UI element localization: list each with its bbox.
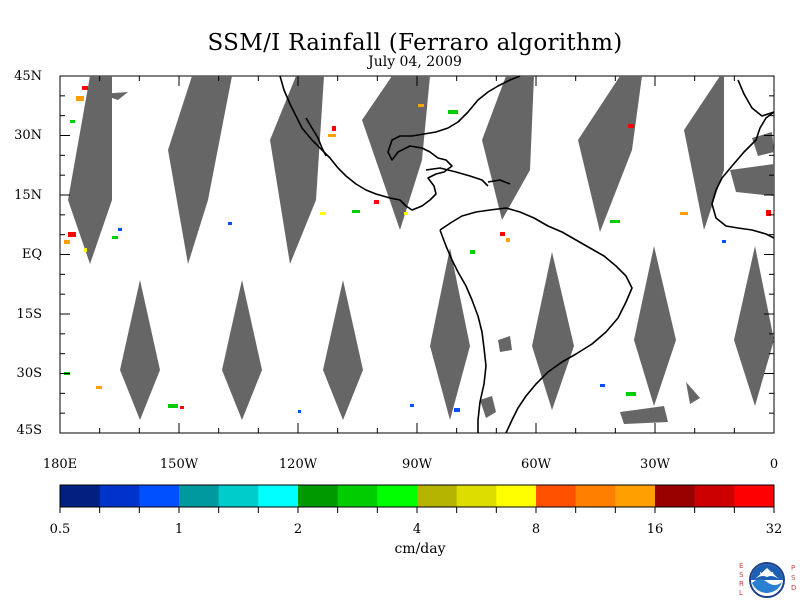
no-data-gap: [498, 336, 512, 352]
no-data-gap: [634, 246, 676, 406]
logo-letter: S: [791, 574, 796, 582]
lat-label-45s: 45S: [16, 423, 42, 438]
colorbar-swatch: [536, 485, 577, 507]
no-data-gap: [734, 246, 774, 406]
no-data-gap: [430, 248, 470, 420]
colorbar-swatch: [258, 485, 299, 507]
coastline-iberia: [737, 79, 775, 117]
logo-letter: L: [739, 589, 743, 597]
no-data-gap: [100, 92, 128, 100]
colorbar: [59, 484, 775, 513]
colorbar-swatch: [694, 485, 735, 507]
no-data-gap: [270, 76, 324, 264]
no-data-swath-gaps: [68, 76, 774, 424]
colorbar-tick-label: 16: [646, 522, 664, 537]
lon-label-30w: 30W: [640, 457, 670, 472]
no-data-gap: [120, 280, 160, 420]
no-data-gap: [222, 280, 262, 420]
colorbar-tick-label: 32: [765, 522, 783, 537]
no-data-gap: [168, 76, 232, 264]
colorbar-tick-label: 8: [531, 522, 541, 537]
rainfall-patches: [64, 86, 771, 413]
colorbar-swatch: [456, 485, 497, 507]
no-data-gap: [362, 76, 430, 230]
colorbar-tick-label: 4: [412, 522, 422, 537]
map-ticks: [59, 75, 775, 434]
lat-label-30n: 30N: [14, 128, 42, 143]
coastline-north-america: [279, 75, 521, 211]
lon-label-0: 0: [769, 457, 779, 472]
coastlines: [279, 75, 775, 434]
colorbar-swatch: [655, 485, 696, 507]
logo-letter: D: [791, 584, 796, 592]
colorbar-swatch: [99, 485, 140, 507]
no-data-gap: [532, 252, 574, 410]
lat-label-15s: 15S: [16, 307, 42, 322]
no-data-gap: [620, 406, 668, 424]
no-data-gap: [323, 280, 363, 420]
no-data-gap: [68, 76, 112, 264]
colorbar-swatch: [298, 485, 339, 507]
coastline-cuba: [425, 167, 489, 187]
lon-label-60w: 60W: [521, 457, 551, 472]
colorbar-swatch: [575, 485, 616, 507]
lon-label-120w: 120W: [278, 457, 318, 472]
colorbar-swatch: [60, 485, 101, 507]
lat-label-45n: 45N: [14, 69, 42, 84]
coastline-africa: [711, 111, 775, 239]
lon-label-180e: 180E: [42, 457, 78, 472]
lat-label-eq: EQ: [21, 247, 42, 262]
noaa-esrl-psd-logo: E S R L P S D NOAA: [739, 562, 796, 598]
lat-label-30s: 30S: [16, 366, 42, 381]
no-data-gap: [730, 164, 774, 196]
colorbar-tick-label: 2: [293, 522, 303, 537]
coastline-south-america: [439, 207, 633, 434]
colorbar-units: cm/day: [394, 541, 446, 557]
no-data-gap: [482, 76, 534, 220]
lat-label-15n: 15N: [14, 188, 42, 203]
colorbar-swatch: [139, 485, 180, 507]
map-title: SSM/I Rainfall (Ferraro algorithm): [207, 30, 623, 56]
no-data-gap: [480, 396, 496, 418]
colorbar-swatch: [615, 485, 656, 507]
colorbar-swatch: [496, 485, 537, 507]
lon-label-90w: 90W: [402, 457, 432, 472]
no-data-gap: [684, 76, 724, 230]
no-data-gap: [578, 76, 642, 232]
lon-label-150w: 150W: [159, 457, 199, 472]
colorbar-tick-label: 0.5: [49, 522, 71, 537]
logo-letter: E: [739, 562, 743, 570]
colorbar-swatch: [377, 485, 418, 507]
coastline-hispaniola: [487, 179, 511, 185]
colorbar-swatch: [417, 485, 458, 507]
logo-letter: S: [739, 571, 744, 579]
no-data-gap: [686, 382, 700, 404]
colorbar-swatch: [734, 485, 775, 507]
coastline-baja: [305, 117, 327, 157]
colorbar-swatch: [337, 485, 378, 507]
colorbar-swatch: [179, 485, 220, 507]
logo-letter: P: [791, 564, 795, 572]
logo-letter: R: [739, 580, 744, 588]
colorbar-swatch: [218, 485, 259, 507]
colorbar-tick-label: 1: [174, 522, 184, 537]
logo-noaa-text: NOAA: [760, 572, 775, 578]
map-date: July 04, 2009: [368, 54, 462, 70]
